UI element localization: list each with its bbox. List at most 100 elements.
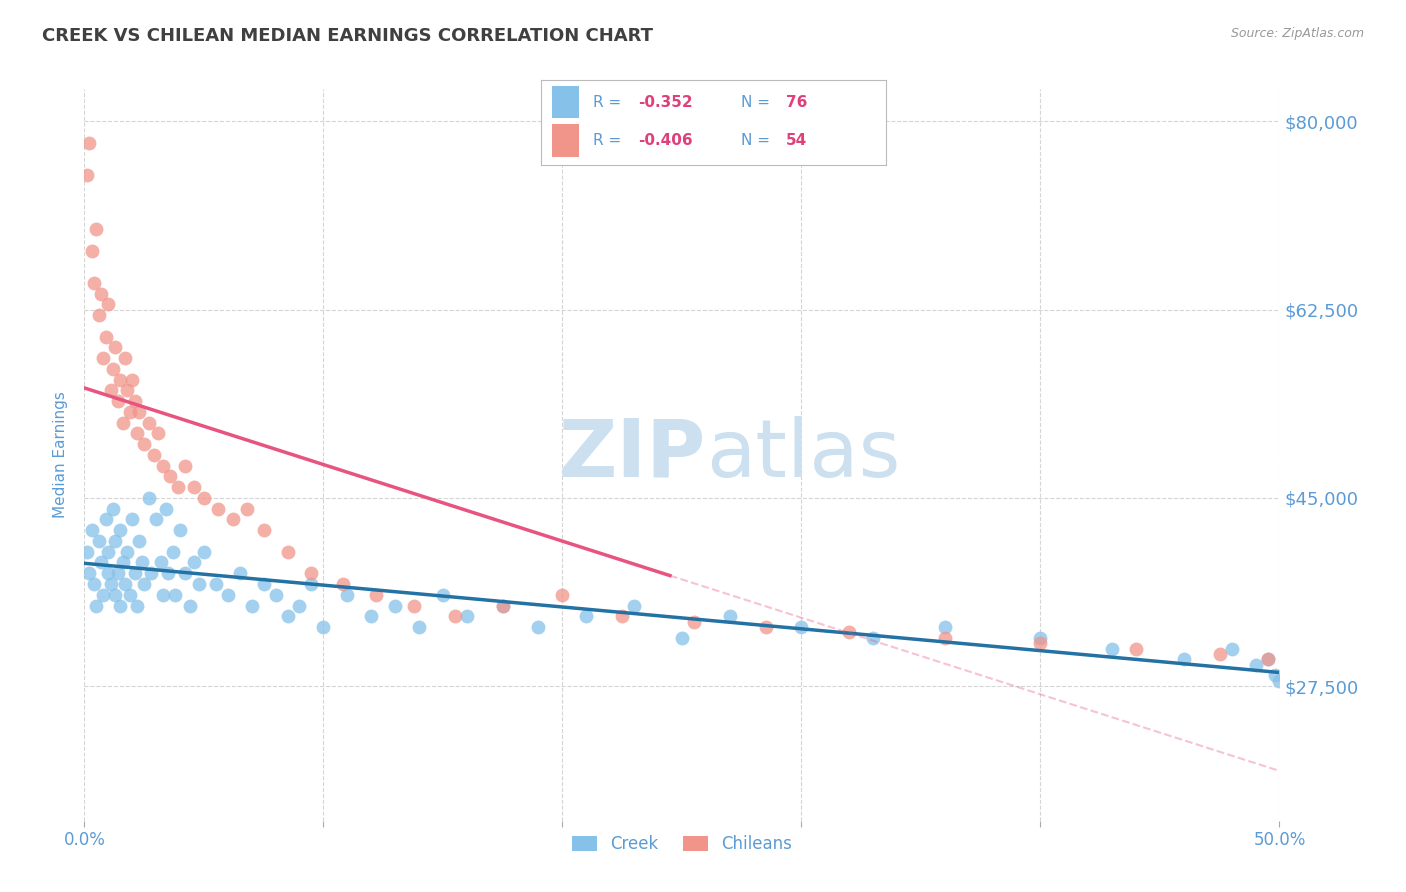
Legend: Creek, Chileans: Creek, Chileans [565,829,799,860]
Point [179,599,201,613]
Point [444,609,467,624]
Point [623,599,645,613]
Point [121,373,143,387]
Point [76,168,98,182]
Point [93,588,115,602]
Point [162,545,184,559]
Point [1173,652,1195,666]
Point [205,577,228,591]
Point [492,599,515,613]
Point [80,523,103,537]
Point [110,523,132,537]
Point [125,599,148,613]
Point [862,631,884,645]
Point [934,631,956,645]
Point [527,620,550,634]
Point [1268,673,1291,688]
Point [138,491,160,505]
Point [155,501,177,516]
Point [229,566,252,581]
Point [165,588,187,602]
Point [128,405,150,419]
Point [384,599,406,613]
Point [683,615,706,629]
Point [132,437,156,451]
Point [332,577,354,591]
Point [207,501,229,516]
Point [93,351,115,365]
Text: ZIP: ZIP [558,416,706,494]
Point [118,405,141,419]
Text: N =: N = [741,133,775,148]
Point [77,566,100,581]
Point [125,426,148,441]
Point [360,609,382,624]
Point [117,384,139,398]
Point [790,620,813,634]
Point [128,533,150,548]
Point [755,620,778,634]
Point [152,588,174,602]
Text: R =: R = [593,133,626,148]
Point [183,480,205,494]
Point [1101,641,1123,656]
Point [86,599,108,613]
Point [288,599,311,613]
Point [1244,657,1267,672]
Point [492,599,515,613]
Point [111,416,134,430]
Point [83,577,105,591]
Point [111,556,134,570]
Point [94,329,117,343]
Point [100,577,122,591]
Point [94,512,117,526]
Point [107,566,129,581]
Point [97,297,120,311]
Point [104,588,127,602]
Point [575,609,598,624]
Point [77,136,100,150]
Y-axis label: Median Earnings: Median Earnings [53,392,69,518]
Point [336,588,359,602]
Text: Source: ZipAtlas.com: Source: ZipAtlas.com [1230,27,1364,40]
Point [86,222,108,236]
Point [193,545,215,559]
Text: CREEK VS CHILEAN MEDIAN EARNINGS CORRELATION CHART: CREEK VS CHILEAN MEDIAN EARNINGS CORRELA… [42,27,654,45]
Point [121,512,143,526]
Point [145,512,167,526]
Text: atlas: atlas [706,416,900,494]
Point [110,373,132,387]
Point [76,545,98,559]
Point [718,609,741,624]
Point [166,480,188,494]
Point [193,491,215,505]
Point [101,501,124,516]
Point [138,416,160,430]
Point [101,362,124,376]
Point [87,308,110,322]
Point [152,458,174,473]
Point [277,545,299,559]
Point [1257,652,1279,666]
Point [188,577,211,591]
Point [83,276,105,290]
Point [612,609,634,624]
Point [87,533,110,548]
Point [117,545,139,559]
Point [838,625,860,640]
Point [1209,647,1232,661]
Point [110,599,132,613]
Point [1029,636,1052,650]
Point [277,609,299,624]
Point [107,394,129,409]
Bar [551,87,579,119]
Point [159,469,181,483]
Point [90,286,112,301]
Point [114,577,136,591]
Point [114,351,136,365]
Point [1029,631,1052,645]
Point [80,244,103,258]
Point [97,566,120,581]
Point [301,566,323,581]
Point [236,501,259,516]
